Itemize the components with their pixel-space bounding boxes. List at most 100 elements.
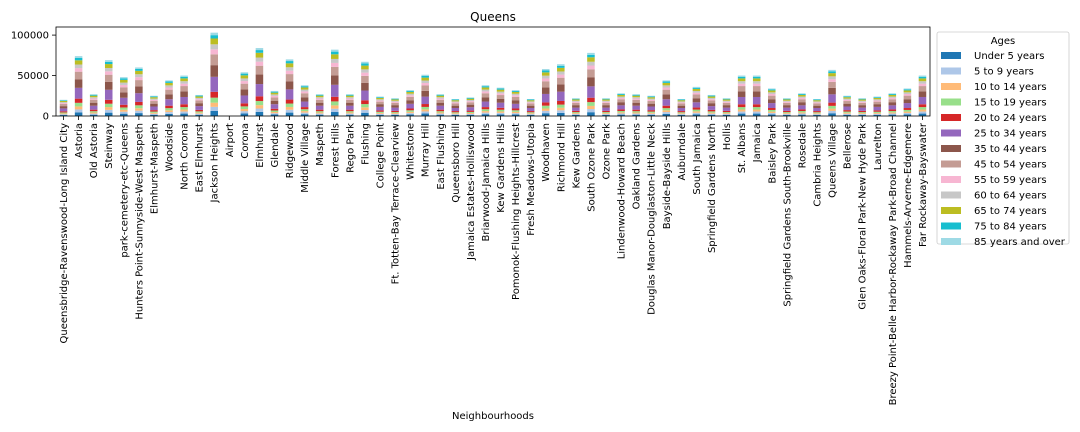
bar-segment [285, 106, 294, 110]
bar-segment [888, 114, 897, 116]
bar-segment [572, 113, 580, 115]
bar-segment [541, 113, 550, 116]
bar-segment [783, 102, 791, 106]
bar-segment [180, 113, 188, 116]
bar-segment [903, 114, 912, 116]
bar-segment [331, 75, 339, 85]
x-tick-label: Glen Oaks-Floral Park-New Hyde Park [858, 123, 869, 310]
bar-segment [74, 71, 83, 80]
bar-segment [511, 93, 520, 96]
bar-segment [451, 114, 460, 116]
bar-segment [270, 113, 279, 115]
bar-segment [737, 113, 746, 116]
bar-segment [74, 87, 83, 99]
bar-segment [421, 90, 429, 97]
bar-segment [195, 109, 203, 112]
x-tick-label: Ozone Park [602, 123, 613, 180]
bar-segment [662, 82, 671, 86]
bar-segment [135, 74, 143, 78]
bar-segment [89, 94, 98, 96]
bar-segment [511, 96, 520, 101]
bar-segment [541, 81, 550, 88]
legend-swatch [941, 98, 961, 106]
bar-segment [104, 74, 113, 82]
bar-segment [843, 99, 851, 102]
bar-segment [361, 100, 369, 105]
bar-segment [300, 107, 309, 110]
bar-segment [361, 69, 369, 73]
x-tick-label: Hunters Point-Sunnyside-West Maspeth [134, 123, 145, 320]
bar-segment [798, 94, 806, 95]
legend-entry: 60 to 64 years [974, 191, 1047, 202]
bar-segment [647, 103, 655, 107]
bar-segment [255, 50, 264, 53]
bar-segment [617, 111, 625, 113]
bar-segment [662, 81, 671, 83]
bar-segment [526, 108, 535, 112]
bar-segment [315, 99, 324, 103]
bar-segment [59, 115, 68, 116]
bar-segment [436, 111, 445, 113]
bar-segment [89, 112, 98, 114]
bar-segment [722, 102, 731, 106]
bar-segment [165, 89, 173, 95]
bar-segment [496, 87, 505, 89]
legend-swatch [941, 129, 961, 137]
bar-segment [572, 107, 580, 111]
bar-segment [421, 77, 429, 81]
bar-segment [466, 101, 475, 103]
bar-segment [331, 51, 339, 55]
bar-segment [602, 107, 610, 111]
bar-segment [511, 114, 520, 116]
bar-segment [752, 86, 761, 92]
bar-segment [557, 110, 565, 113]
bar-segment [255, 65, 264, 75]
bar-segment [451, 100, 460, 102]
bar-segment [768, 95, 776, 100]
bar-segment [315, 94, 324, 96]
bar-segment [180, 75, 188, 77]
bar-segment [285, 112, 294, 116]
bar-segment [783, 98, 791, 100]
bar-segment [843, 114, 851, 116]
legend-entry: 25 to 34 years [974, 129, 1047, 140]
bar-segment [557, 107, 565, 111]
bar-segment [285, 59, 294, 62]
bar-segment [541, 75, 550, 79]
bar-segment [752, 104, 761, 108]
x-tick-label: Elmhurst [255, 123, 266, 168]
bar-segment [572, 105, 580, 108]
bar-segment [662, 108, 671, 111]
bar-segment [707, 111, 716, 113]
bar-segment [104, 109, 113, 113]
bar-segment [617, 93, 625, 95]
bar-segment [496, 107, 505, 110]
bar-segment [89, 111, 98, 113]
bar-segment [180, 111, 188, 114]
bar-segment [406, 100, 414, 104]
bar-segment [798, 94, 806, 97]
bar-segment [918, 96, 927, 105]
bar-segment [496, 89, 505, 92]
bar-segment [150, 99, 158, 102]
bar-segment [873, 112, 882, 114]
bar-segment [195, 106, 203, 110]
y-axis: 0 50000 100000 [11, 31, 56, 123]
bar-segment [722, 100, 731, 102]
bar-segment [331, 112, 339, 116]
bar-segment [828, 108, 836, 111]
bar-segment [587, 52, 595, 55]
bar-segment [150, 96, 158, 98]
bar-segment [466, 97, 475, 98]
bar-segment [270, 114, 279, 116]
bar-segment [888, 93, 897, 95]
bar-segment [300, 85, 309, 87]
bar-segment [391, 98, 399, 99]
x-tick-label: Springfield Gardens North [707, 123, 718, 253]
bar-segment [376, 99, 384, 101]
x-tick-label: Steinway [104, 123, 115, 169]
bar-segment [361, 107, 369, 111]
bar-segment [903, 93, 912, 96]
bar-segment [843, 111, 851, 113]
bar-segment [300, 112, 309, 115]
